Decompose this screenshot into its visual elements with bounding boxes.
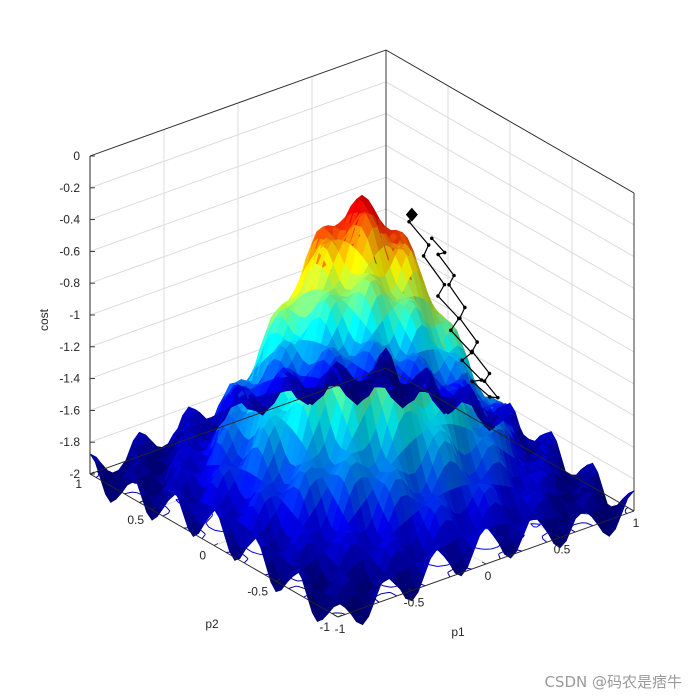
y-tick-label: 1 [75, 477, 82, 491]
box-edge [89, 49, 387, 157]
z-tick-label: -0.4 [59, 213, 80, 227]
trajectory-point [447, 282, 451, 287]
z-tick-label: -1.4 [59, 372, 80, 386]
trajectory-point [487, 371, 492, 376]
z-tick-label: -0.2 [59, 181, 80, 195]
trajectory-point [449, 328, 453, 333]
y-tick-mark [151, 507, 157, 511]
trajectory-point [479, 378, 484, 382]
x-tick-mark [629, 508, 635, 512]
trajectory-point [426, 243, 431, 247]
trajectory-point [482, 379, 487, 383]
trajectory-point [442, 282, 447, 287]
trajectory-point [452, 273, 456, 278]
y-tick-label: 0.5 [127, 513, 144, 527]
x-tick-label: 0.5 [554, 543, 571, 557]
trajectory-point [407, 220, 411, 224]
trajectory-point [475, 340, 479, 344]
watermark: CSDN @码农是痞牛 [544, 673, 682, 691]
y-tick-mark [275, 578, 281, 582]
x-tick-label: -1 [335, 622, 346, 636]
box-edge [385, 49, 635, 194]
trajectory-point [496, 395, 500, 400]
trajectory-point [442, 250, 447, 255]
x-tick-label: -0.5 [404, 596, 425, 610]
box-edge [385, 367, 635, 512]
z-tick-label: -2 [69, 467, 80, 481]
y-tick-label: -1 [319, 620, 330, 634]
x-tick-mark [481, 561, 487, 565]
trajectory-start-marker [405, 207, 418, 222]
z-tick-label: -1.6 [59, 403, 80, 417]
surface-patch [89, 453, 102, 464]
y-tick-label: 0 [199, 549, 206, 563]
z-tick-label: -0.8 [59, 276, 80, 290]
z-tick-label: -1 [69, 308, 80, 322]
trajectory-point [488, 395, 492, 399]
y-tick-mark [337, 614, 343, 618]
z-tick-label: 0 [73, 149, 80, 163]
y-tick-mark [213, 543, 219, 546]
z-tick-label: -0.6 [59, 244, 80, 258]
trajectory-point [436, 252, 440, 257]
x-tick-mark [407, 588, 413, 591]
x-tick-mark [333, 614, 339, 618]
cost-surface [89, 194, 635, 626]
trajectory-point [436, 294, 440, 298]
trajectory-point [429, 236, 434, 241]
trajectory-point [421, 254, 426, 258]
x-tick-mark [555, 535, 561, 538]
box-edge [89, 367, 387, 475]
z-tick-label: -1.2 [59, 340, 80, 354]
x-tick-label: 0 [485, 569, 492, 583]
x-axis-label: p1 [451, 625, 465, 639]
trajectory-point [463, 305, 467, 310]
trajectory-point [458, 316, 462, 321]
optimizer-trajectory [405, 207, 500, 400]
z-axis-label: cost [37, 308, 51, 331]
trajectory-point [470, 379, 474, 384]
trajectory-point [470, 349, 474, 354]
tick-labels: -1-0.500.51-1-0.500.51-2-1.8-1.6-1.4-1.2… [59, 149, 639, 636]
z-tick-label: -1.8 [59, 435, 80, 449]
y-axis-label: p2 [205, 617, 219, 631]
trajectory-point [460, 358, 464, 363]
y-tick-label: -0.5 [247, 584, 268, 598]
x-tick-label: 1 [633, 516, 640, 530]
